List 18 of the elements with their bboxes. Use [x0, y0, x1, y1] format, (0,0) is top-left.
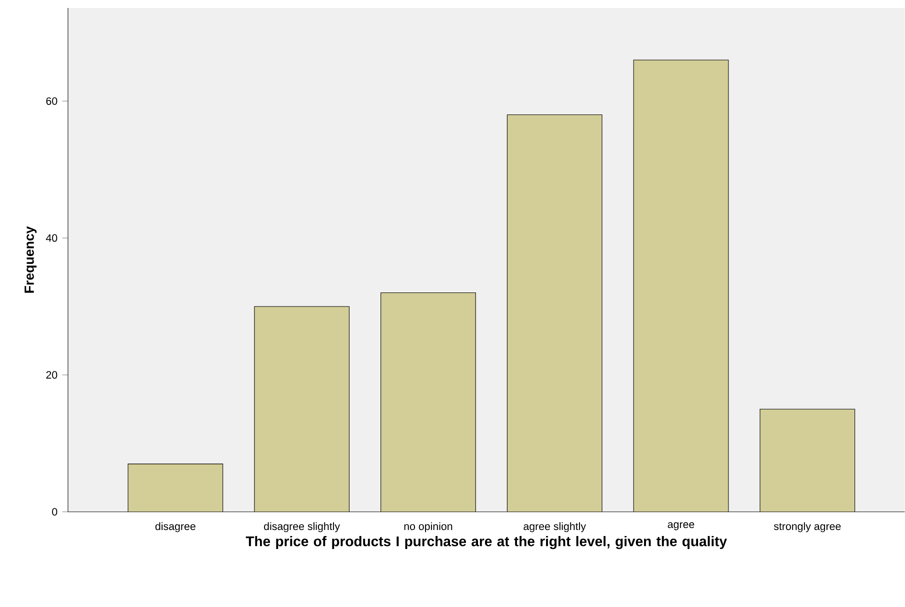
- y-axis-title: Frequency: [24, 226, 37, 293]
- bar: [380, 292, 476, 512]
- bar: [507, 114, 602, 512]
- y-tick-label: 20: [46, 371, 58, 379]
- bar: [760, 408, 856, 512]
- x-tick-label: agree: [668, 522, 694, 530]
- y-tick-label: 0: [52, 508, 58, 516]
- bar: [634, 60, 728, 512]
- x-tick-label: disagree slightly: [264, 522, 340, 532]
- y-tick-label: 40: [46, 234, 58, 242]
- x-axis-title: The price of products I purchase are at the right level, given the quality: [246, 536, 727, 550]
- y-tick-label: 60: [46, 97, 58, 105]
- x-tick-label: agree slightly: [524, 522, 586, 532]
- x-tick-label: disagree: [155, 522, 196, 532]
- x-tick-label: strongly agree: [774, 522, 841, 532]
- bar: [254, 306, 350, 512]
- bar: [128, 464, 223, 512]
- x-tick-label: no opinion: [404, 522, 452, 532]
